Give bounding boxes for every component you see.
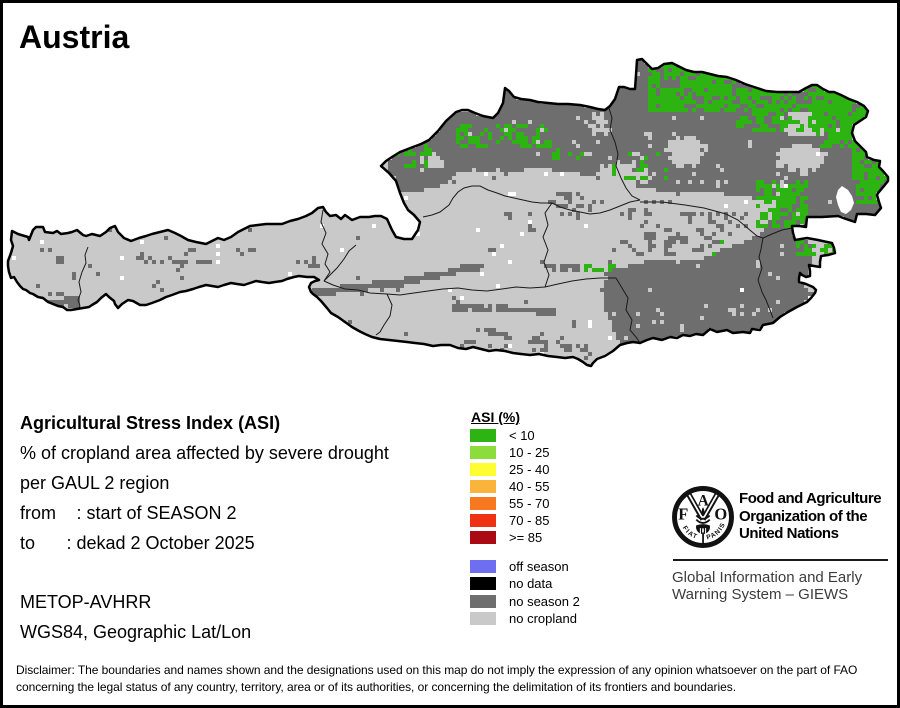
svg-text:O: O <box>714 505 727 524</box>
svg-text:F: F <box>678 505 688 524</box>
svg-text:A: A <box>698 493 710 510</box>
